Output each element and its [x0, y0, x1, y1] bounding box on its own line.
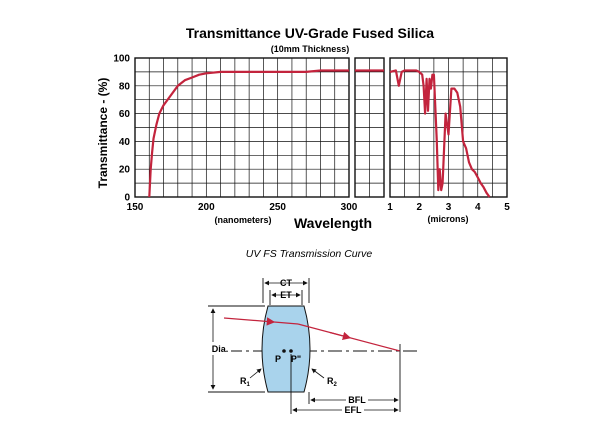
lens-diagram: CT ET Dia. P P" R1 R2 BFL EFL: [205, 278, 420, 415]
y-tick-label: 0: [124, 193, 130, 204]
inner-ray: [273, 321, 299, 325]
et-label: ET: [280, 290, 292, 300]
x-axis-label: Wavelength: [294, 215, 372, 231]
r2-main: R: [327, 376, 334, 386]
series-line-microns: [389, 69, 491, 198]
x-tick-label: 250: [269, 202, 286, 213]
principal-point-p: [282, 349, 286, 353]
x-tick-label: 2: [416, 202, 422, 213]
x-tick-label: 3: [446, 202, 452, 213]
y-axis-label: Transmittance - (%): [96, 78, 110, 189]
incoming-ray: [223, 317, 276, 326]
refracted-ray-arrow: [329, 331, 352, 341]
panel-nanometers: 150 200 250 300: [127, 57, 358, 213]
figure-caption: UV FS Transmission Curve: [246, 248, 373, 260]
x-tick-label: 4: [475, 202, 481, 213]
r2-label: R2: [327, 376, 338, 388]
x-unit-label-microns: (microns): [427, 214, 468, 224]
y-tick-labels: 0 20 40 60 80 100: [113, 54, 130, 204]
y-tick-label: 100: [113, 54, 130, 65]
chart-subtitle: (10mm Thickness): [271, 44, 350, 54]
r2-leader: [311, 368, 325, 379]
panel-microns: 1 2 3 4 5: [387, 57, 510, 213]
panel-frame: [354, 57, 385, 198]
x-unit-label-nanometers: (nanometers): [214, 215, 271, 225]
panel-frame: [389, 57, 508, 198]
y-tick-label: 40: [119, 137, 131, 148]
lens-body: [261, 305, 311, 393]
bfl-label: BFL: [348, 395, 366, 405]
y-tick-label: 80: [119, 81, 131, 92]
r1-main: R: [240, 376, 247, 386]
y-tick-label: 20: [119, 165, 131, 176]
x-tick-label: 5: [504, 202, 510, 213]
dia-label-bg: [205, 342, 231, 355]
r1-sub: 1: [247, 382, 251, 388]
principal-point-pp: [289, 349, 293, 353]
efl-label: EFL: [345, 405, 363, 415]
y-tick-label: 60: [119, 109, 131, 120]
chart-panels: 150 200 250 300 1 2 3 4 5: [127, 57, 510, 213]
r1-leader: [249, 368, 262, 379]
panel-middle: [354, 57, 385, 198]
x-tick-label: 300: [341, 202, 358, 213]
chart-title: Transmittance UV-Grade Fused Silica: [186, 25, 434, 41]
panel-frame: [134, 57, 350, 198]
dia-label: Dia.: [212, 344, 229, 354]
x-tick-label: 1: [387, 202, 393, 213]
x-tick-label: 200: [198, 202, 215, 213]
series-line-nanometers: [148, 69, 349, 198]
p-label: P: [275, 354, 281, 364]
ct-label: CT: [280, 278, 292, 288]
r2-sub: 2: [334, 382, 338, 388]
bfl-label-bg: [346, 394, 368, 405]
pp-label: P": [291, 354, 301, 364]
efl-label-bg: [342, 404, 364, 415]
r1-label: R1: [240, 376, 251, 388]
x-tick-label: 150: [127, 202, 144, 213]
